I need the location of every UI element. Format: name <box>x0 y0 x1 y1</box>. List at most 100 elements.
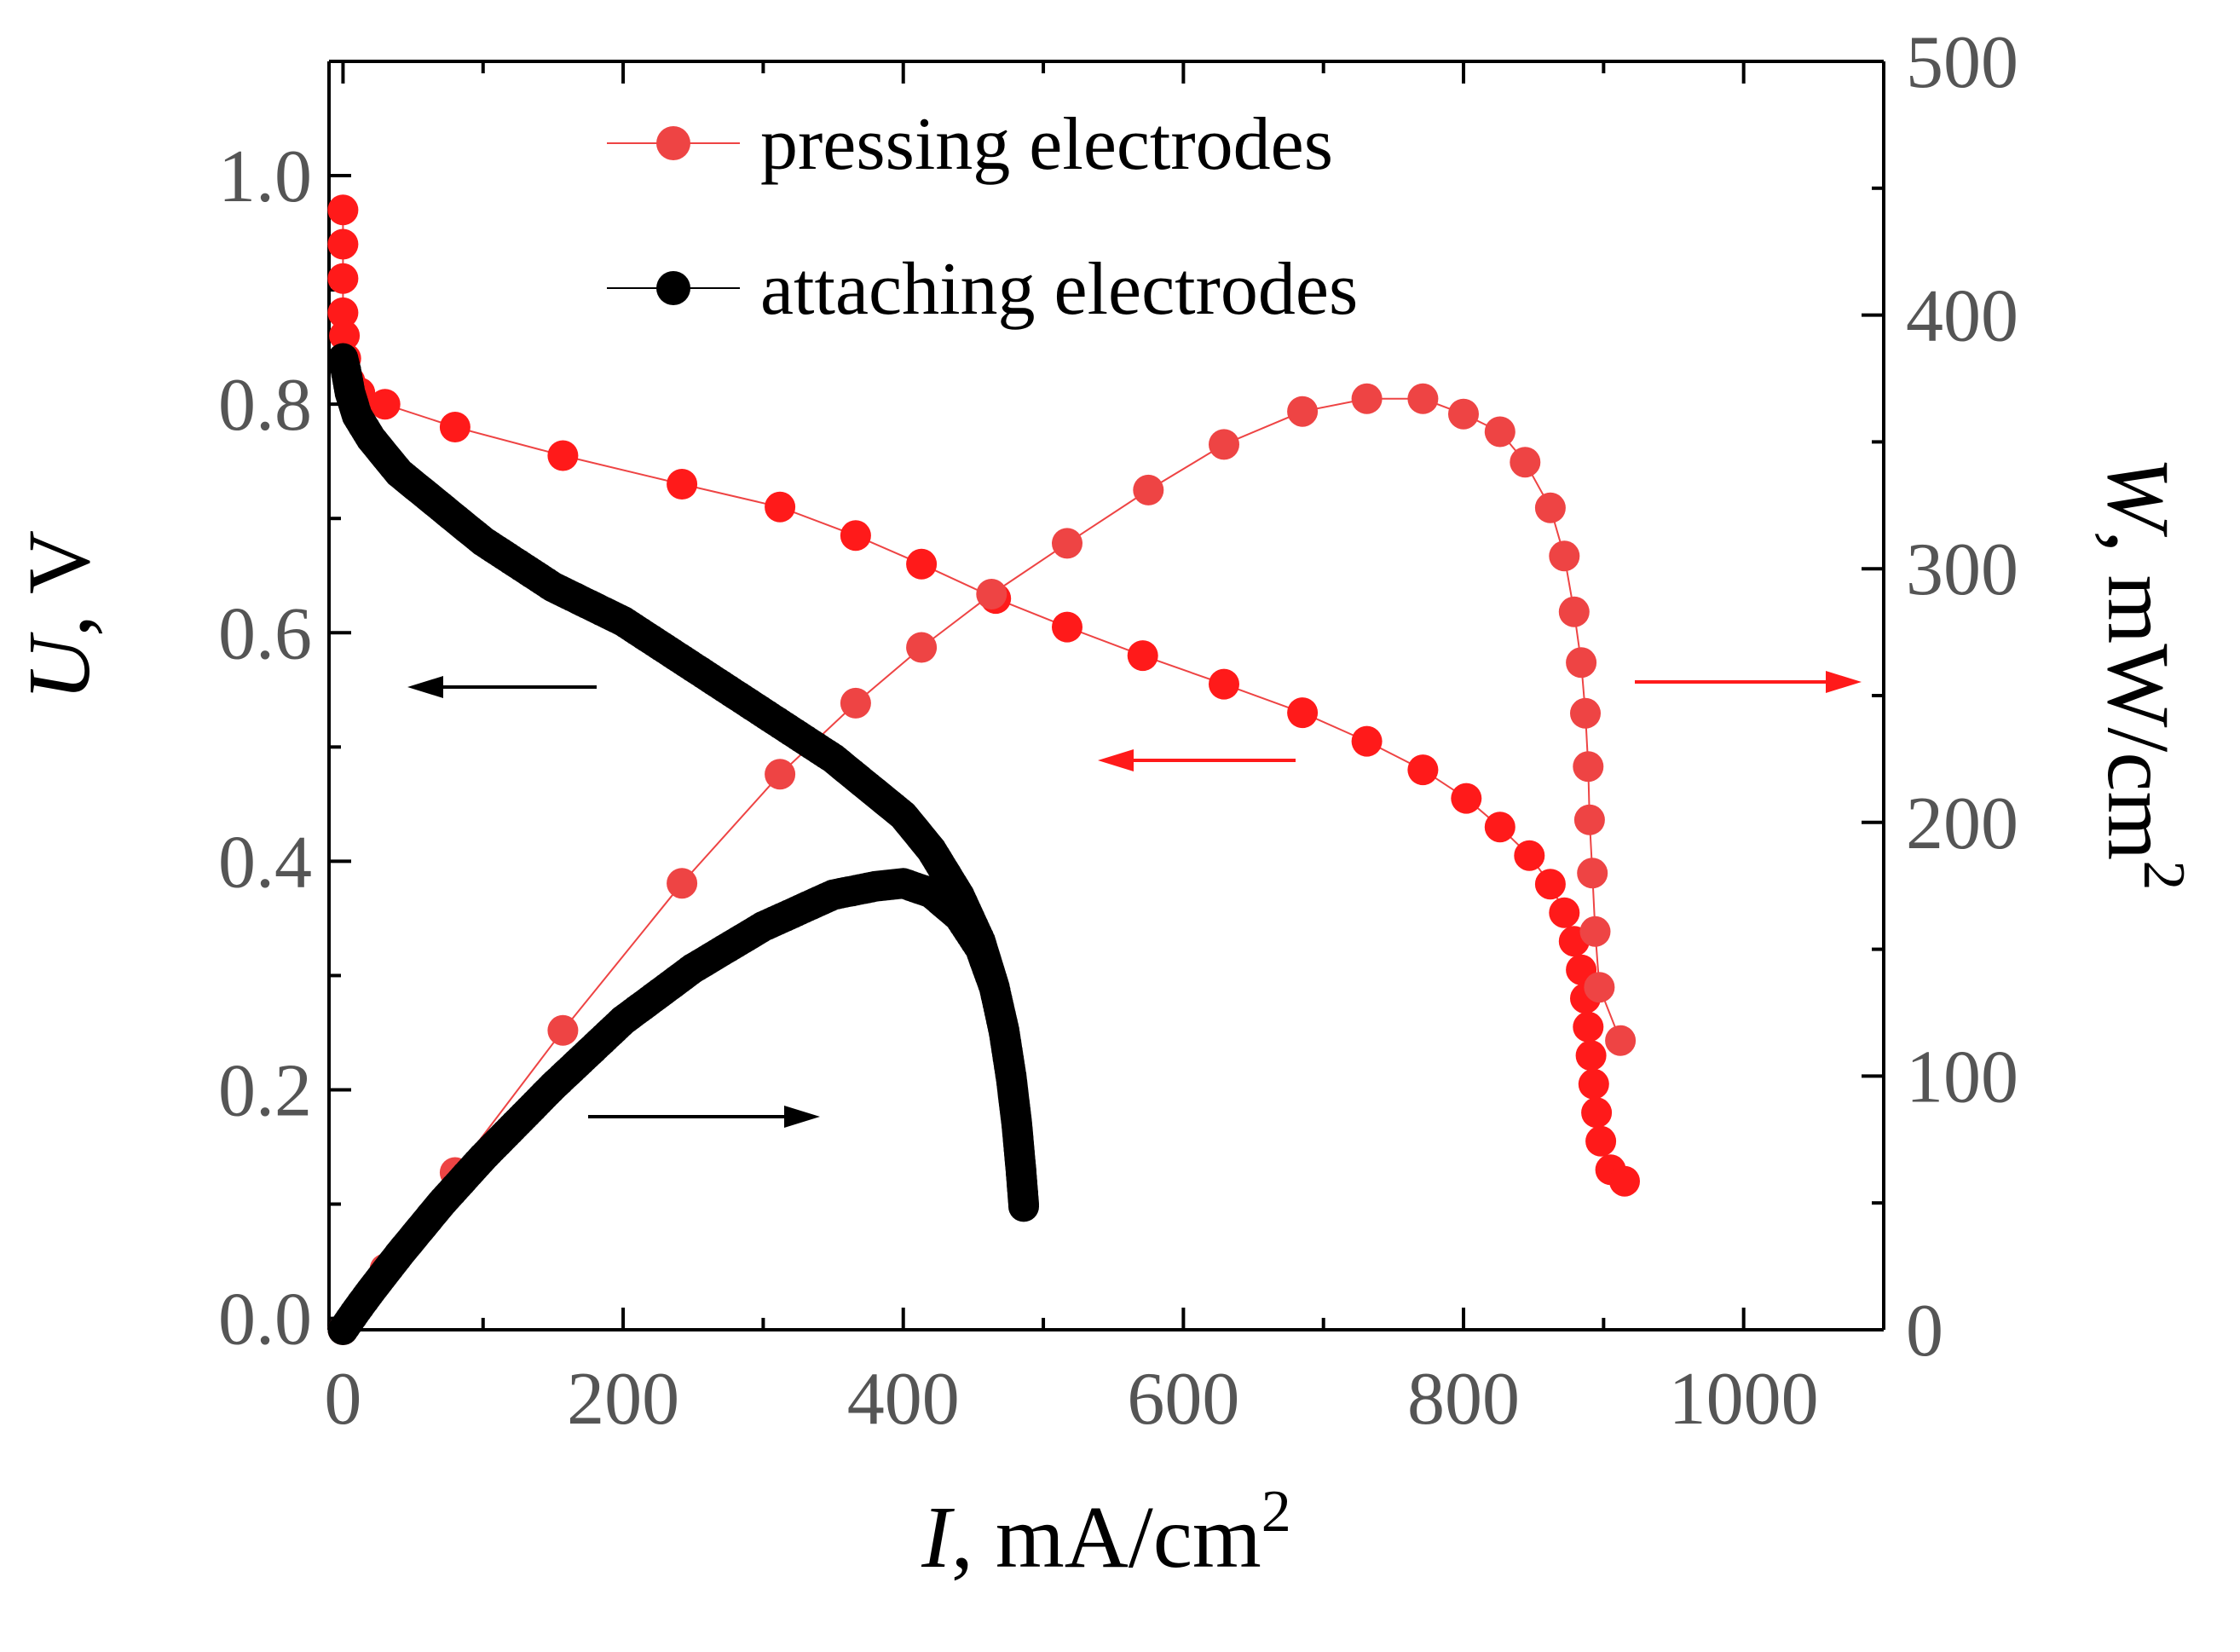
legend: pressing electrodes attaching electrodes <box>607 103 1358 331</box>
data-point <box>1484 812 1515 843</box>
data-point <box>1534 492 1566 523</box>
data-point <box>1448 398 1479 430</box>
series-attaching-W <box>327 868 1039 1345</box>
x-tick-label: 200 <box>567 1358 679 1441</box>
x-tick-label: 800 <box>1407 1358 1520 1441</box>
data-point <box>840 520 871 552</box>
x-axis-sup: 2 <box>1261 1479 1291 1545</box>
data-point <box>1514 840 1545 871</box>
data-point <box>329 320 361 351</box>
data-point <box>1008 1191 1039 1222</box>
data-point <box>1570 697 1601 729</box>
y2-axis-sup: 2 <box>2131 860 2197 890</box>
data-point <box>1287 396 1319 427</box>
data-point <box>1510 447 1541 478</box>
data-point <box>1052 611 1082 643</box>
data-point <box>1575 1040 1607 1071</box>
y-tick-label: 1.0 <box>218 136 312 218</box>
data-point <box>1407 383 1439 414</box>
legend-marker-pressing <box>656 126 690 160</box>
data-point <box>1287 697 1319 729</box>
x-axis-var: I <box>921 1488 955 1586</box>
data-point <box>667 469 698 500</box>
data-point <box>439 412 471 442</box>
legend-entry-pressing: pressing electrodes <box>607 103 1333 186</box>
y-tick-label: 0.6 <box>218 592 312 675</box>
data-point <box>1584 972 1615 1003</box>
data-point <box>1407 754 1439 786</box>
x-tick-label: 0 <box>324 1358 361 1441</box>
data-point <box>1451 783 1482 814</box>
plot-frame <box>327 60 1885 1331</box>
data-point <box>1609 1165 1640 1197</box>
arrow-pressing-power-right <box>1635 671 1862 693</box>
y2-axis-unit: , mW/cm <box>2089 530 2187 860</box>
x-tick-label: 600 <box>1127 1358 1239 1441</box>
data-point <box>1585 1125 1617 1157</box>
data-point <box>327 263 359 294</box>
data-point <box>1566 647 1597 679</box>
series-pressing-W <box>327 383 1637 1345</box>
data-point <box>765 491 796 523</box>
legend-label-pressing: pressing electrodes <box>760 103 1333 186</box>
y2-tick-label: 100 <box>1906 1036 2018 1118</box>
y2-axis-var: W <box>2089 457 2187 538</box>
data-point <box>906 548 938 580</box>
series-line <box>342 882 1025 1331</box>
y2-tick-label: 0 <box>1906 1290 1943 1372</box>
y-axis-title: U, V <box>10 530 108 701</box>
data-point <box>1573 751 1604 783</box>
data-point <box>1209 429 1239 460</box>
data-point <box>327 297 359 328</box>
data-point <box>1351 383 1383 414</box>
y2-tick-label: 400 <box>1906 275 2018 358</box>
data-point <box>327 228 359 260</box>
y-tick-label: 0.0 <box>218 1279 312 1361</box>
x-axis-title: I, mA/cm2 <box>921 1479 1291 1586</box>
series-layer <box>327 194 1640 1345</box>
data-point <box>547 440 579 471</box>
arrow-attaching-voltage-left <box>407 676 597 698</box>
data-point <box>1052 528 1082 559</box>
x-tick-label: 400 <box>847 1358 960 1441</box>
x-tick-label: 1000 <box>1669 1358 1819 1441</box>
axis-ticks: 0 200 400 600 800 1000 0.0 0.2 0.4 0.6 0.8 1.0 0 100 2… <box>218 21 2018 1441</box>
data-point <box>976 579 1007 609</box>
legend-entry-attaching: attaching electrodes <box>607 248 1358 331</box>
y-axis-var: U <box>10 632 108 701</box>
y-tick-label: 0.8 <box>218 364 312 447</box>
y2-tick-label: 200 <box>1906 783 2018 865</box>
data-point <box>369 389 401 420</box>
data-point <box>840 687 871 719</box>
data-point <box>1558 596 1590 627</box>
series-pressing-U <box>327 194 1640 1197</box>
data-point <box>1549 540 1580 572</box>
y-tick-label: 0.4 <box>218 821 312 904</box>
data-point <box>1534 869 1566 900</box>
data-point <box>1484 416 1515 448</box>
y2-axis-title: W, mW/cm2 <box>2089 457 2197 891</box>
legend-label-attaching: attaching electrodes <box>760 248 1358 331</box>
data-point <box>1351 725 1383 757</box>
data-point <box>1573 1011 1604 1043</box>
arrow-attaching-power-right <box>588 1106 820 1128</box>
y2-tick-label: 300 <box>1906 529 2018 611</box>
data-point <box>667 868 698 899</box>
data-point <box>547 1014 579 1046</box>
y2-tick-label: 500 <box>1906 21 2018 104</box>
legend-marker-attaching <box>656 271 690 305</box>
y-axis-unit: , V <box>10 530 108 637</box>
data-point <box>1573 804 1605 835</box>
data-point <box>1605 1025 1637 1056</box>
data-point <box>1579 916 1611 947</box>
data-point <box>1578 1068 1609 1100</box>
data-point <box>1577 858 1608 889</box>
data-point <box>327 194 359 226</box>
axis-arrows <box>407 671 1862 1128</box>
data-point <box>1133 474 1164 505</box>
data-point <box>1549 897 1580 928</box>
data-point <box>1581 1097 1613 1129</box>
arrow-pressing-voltage-left <box>1098 749 1296 771</box>
data-point <box>1209 668 1239 700</box>
